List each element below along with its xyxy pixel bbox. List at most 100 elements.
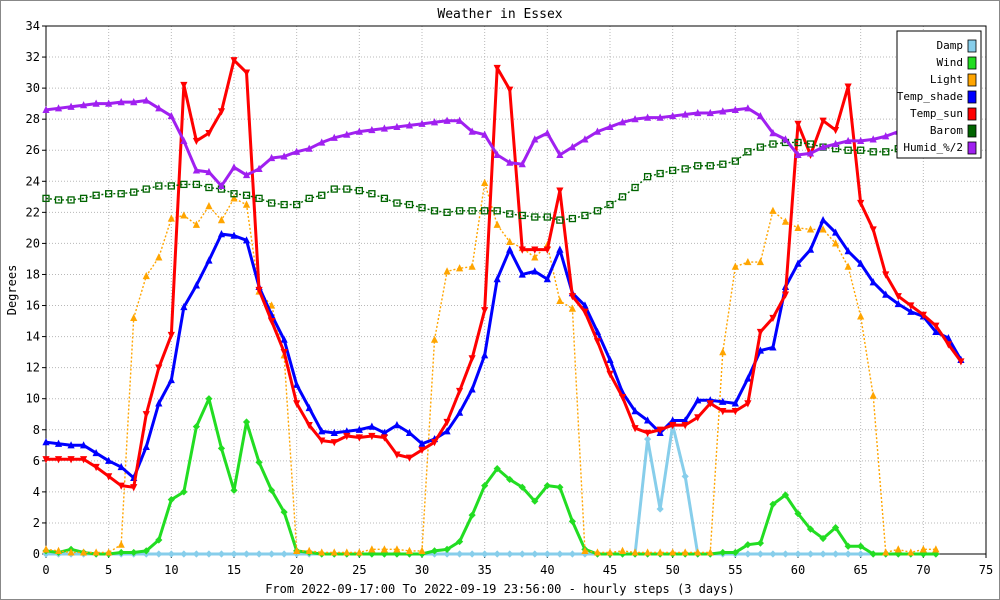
data-point-light [405,546,414,554]
data-point-wind [756,539,764,547]
data-point-temp-sun [205,130,213,138]
data-point-barom [581,211,589,220]
data-point-barom [242,191,251,199]
data-point-temp-shade [493,275,501,283]
data-point-wind [493,464,501,473]
data-point-temp-sun [456,387,464,396]
data-point-damp [756,550,764,558]
legend-box [896,30,982,159]
data-point-damp [644,435,652,443]
data-point-light [468,262,476,270]
data-point-temp-shade [92,448,100,457]
series-temp-sun [42,57,965,492]
data-point-temp-sun [844,83,852,91]
y-axis-label: Degrees [5,265,19,316]
data-point-temp-sun [781,291,790,299]
data-point-barom [543,213,551,221]
data-point-light [806,225,815,233]
data-point-temp-shade [481,351,489,359]
y-tick-label: 2 [33,516,40,530]
data-point-temp-sun [568,293,576,301]
data-point-humid-2 [644,113,652,121]
data-point-temp-sun [593,338,602,346]
data-point-light [92,548,100,556]
data-point-temp-sun [280,349,288,357]
data-point-damp [280,550,288,558]
data-point-damp [769,550,777,558]
x-tick-label: 15 [227,563,241,577]
data-point-humid-2 [794,150,802,158]
data-point-barom [731,157,739,165]
data-point-barom [405,200,414,209]
data-point-damp [468,550,476,558]
legend-label: Temp_shade [897,90,963,103]
legend-label: Damp [937,39,964,52]
data-point-barom [368,190,376,198]
data-point-temp-sun [857,199,865,208]
data-point-damp [656,505,664,513]
data-point-barom [669,166,677,175]
data-point-humid-2 [355,127,363,135]
data-point-light [919,545,927,553]
data-point-temp-sun [468,355,476,363]
data-point-wind [280,508,288,516]
data-point-light [593,548,602,556]
y-tick-label: 8 [33,423,40,437]
data-point-light [380,545,388,553]
data-point-wind [731,548,739,557]
data-point-temp-sun [882,271,890,279]
data-point-barom [205,183,213,192]
data-point-temp-shade [907,307,915,315]
data-point-light [832,239,840,247]
data-point-barom [230,190,238,198]
data-point-temp-sun [142,411,150,419]
data-point-humid-2 [80,101,88,109]
x-tick-label: 65 [853,563,867,577]
data-point-barom [568,214,577,223]
data-point-humid-2 [105,99,113,107]
data-point-damp [556,550,564,558]
data-point-damp [506,550,514,558]
data-point-humid-2 [230,163,238,171]
data-point-light [681,548,689,556]
data-point-light [305,546,313,554]
data-point-damp [857,550,865,558]
y-tick-label: 26 [26,143,40,157]
data-point-temp-sun [794,120,802,128]
data-point-barom [706,162,714,170]
data-point-wind [857,542,865,550]
data-point-temp-shade [192,281,200,289]
data-point-light [330,548,338,556]
data-point-damp [794,550,802,558]
data-point-temp-sun [618,394,627,402]
data-point-temp-shade [694,396,702,404]
data-point-humid-2 [481,130,489,138]
series-line-barom [45,141,899,221]
data-point-wind [832,524,840,532]
data-point-temp-shade [756,346,764,354]
data-point-light [731,262,739,270]
data-point-temp-sun [493,64,501,73]
data-point-humid-2 [130,97,138,106]
data-point-temp-shade [330,428,338,436]
y-tick-label: 30 [26,81,40,95]
data-point-temp-shade [731,399,739,407]
data-point-temp-shade [105,456,113,464]
data-point-temp-shade [819,216,827,224]
data-point-barom [643,172,652,181]
data-point-damp [681,472,689,480]
data-point-temp-sun [869,226,877,234]
data-point-barom [79,194,88,203]
x-tick-label: 75 [979,563,993,577]
data-point-humid-2 [543,129,551,137]
data-point-temp-shade [67,441,75,449]
data-point-temp-shade [305,403,313,412]
data-point-humid-2 [192,166,200,174]
y-tick-label: 24 [26,174,40,188]
chart-title: Weather in Essex [437,7,562,22]
data-point-barom [355,186,363,195]
data-point-temp-shade [669,416,677,424]
data-point-temp-shade [543,275,551,283]
data-point-temp-shade [205,256,213,264]
